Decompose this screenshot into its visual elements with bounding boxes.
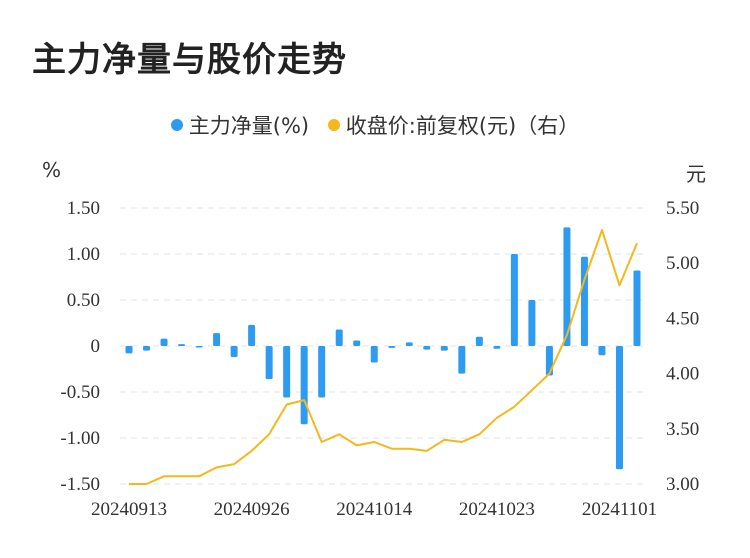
legend-label: 收盘价:前复权(元)（右）: [345, 114, 580, 138]
bar[interactable]: [388, 346, 396, 348]
bar[interactable]: [160, 338, 168, 346]
legend-item-close-price[interactable]: 收盘价:前复权(元)（右）: [327, 110, 580, 140]
left-axis-unit: %: [42, 158, 62, 182]
bar[interactable]: [125, 346, 133, 354]
left-tick-label: 1.00: [67, 244, 100, 265]
bar[interactable]: [440, 346, 448, 351]
bar[interactable]: [510, 254, 518, 346]
bar[interactable]: [563, 227, 571, 346]
legend-label: 主力净量(%): [188, 114, 310, 138]
x-axis-ticks: 20240913 20240926 20241014 20241023 20241101: [91, 499, 657, 520]
page-title: 主力净量与股价走势: [32, 40, 347, 80]
bar[interactable]: [248, 324, 256, 346]
x-tick-label: 20240913: [91, 499, 167, 520]
bar[interactable]: [528, 300, 536, 346]
bar[interactable]: [458, 346, 466, 374]
x-tick-label: 20241101: [582, 499, 657, 520]
right-tick-label: 5.00: [666, 253, 699, 274]
left-tick-label: 0.50: [67, 290, 100, 311]
bar[interactable]: [353, 340, 361, 346]
bar[interactable]: [283, 346, 291, 398]
right-tick-label: 3.50: [666, 419, 699, 440]
price-line[interactable]: [129, 229, 638, 485]
left-tick-label: 1.50: [67, 198, 100, 219]
chart-legend: 主力净量(%) 收盘价:前复权(元)（右）: [0, 110, 750, 140]
bar[interactable]: [423, 346, 431, 350]
bar[interactable]: [335, 329, 343, 346]
bar-series: [125, 227, 641, 470]
legend-dot-icon: [327, 119, 340, 131]
legend-dot-icon: [170, 119, 183, 131]
bar[interactable]: [475, 336, 483, 346]
x-tick-label: 20241023: [459, 499, 535, 520]
bar[interactable]: [213, 333, 221, 346]
bar[interactable]: [493, 346, 501, 349]
bar[interactable]: [615, 346, 623, 470]
bar[interactable]: [230, 346, 238, 358]
bar[interactable]: [405, 342, 413, 346]
bar[interactable]: [195, 346, 203, 348]
right-axis-ticks: 5.50 5.00 4.50 4.00 3.50 3.00: [666, 198, 699, 495]
bar[interactable]: [300, 346, 308, 425]
bar[interactable]: [545, 346, 553, 376]
bar[interactable]: [265, 346, 273, 380]
bar[interactable]: [318, 346, 326, 398]
bar[interactable]: [370, 346, 378, 363]
right-tick-label: 4.50: [666, 308, 699, 329]
left-axis-ticks: 1.50 1.00 0.50 0 -0.50 -1.00 -1.50: [60, 198, 100, 495]
x-tick-label: 20240926: [214, 499, 290, 520]
left-tick-label: -0.50: [60, 382, 100, 403]
right-tick-label: 4.00: [666, 364, 699, 385]
left-tick-label: 0: [91, 336, 101, 357]
legend-item-net-volume[interactable]: 主力净量(%): [170, 110, 310, 140]
right-tick-label: 5.50: [666, 198, 699, 219]
left-tick-label: -1.50: [60, 474, 100, 495]
right-axis-unit: 元: [686, 162, 706, 186]
bar[interactable]: [598, 346, 606, 356]
bar[interactable]: [178, 344, 186, 346]
x-tick-label: 20241014: [336, 499, 413, 520]
bar[interactable]: [143, 346, 151, 351]
line-series: [129, 229, 638, 485]
bar[interactable]: [580, 256, 588, 346]
left-tick-label: -1.00: [60, 428, 100, 449]
bar[interactable]: [633, 270, 641, 346]
right-tick-label: 3.00: [666, 474, 699, 495]
